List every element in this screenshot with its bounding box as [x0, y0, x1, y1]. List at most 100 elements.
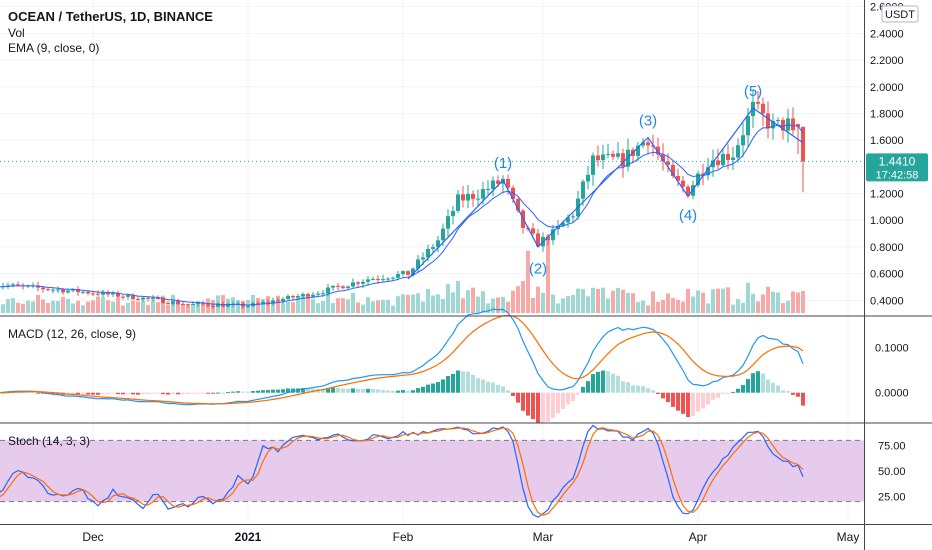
volume-bar	[71, 303, 75, 313]
candle-body	[591, 155, 595, 175]
candle-body	[246, 306, 250, 308]
macd-histogram-bar	[111, 392, 115, 394]
volume-bar	[646, 305, 650, 313]
candle-body	[111, 292, 115, 295]
volume-bar	[276, 295, 280, 313]
macd-histogram-bar	[606, 371, 610, 393]
candle-body	[796, 124, 800, 127]
volume-bar	[581, 288, 585, 313]
volume-bar	[461, 298, 465, 313]
chart-grid	[0, 0, 864, 524]
macd-histogram-bar	[301, 388, 305, 393]
macd-histogram-bar	[391, 390, 395, 393]
macd-legend[interactable]: MACD (12, 26, close, 9)	[8, 327, 136, 341]
macd-histogram-bar	[101, 392, 105, 395]
symbol-title[interactable]: OCEAN / TetherUS, 1D, BINANCE	[8, 9, 213, 24]
candle-body	[286, 296, 290, 299]
candle-body	[771, 121, 775, 129]
macd-histogram-bar	[266, 390, 270, 393]
candle-body	[636, 145, 640, 156]
volume-bar	[766, 286, 770, 313]
candle-body	[451, 210, 455, 217]
candle-body	[221, 304, 225, 307]
candle-body	[306, 293, 310, 297]
candle-body	[471, 193, 475, 199]
candle-body	[166, 303, 170, 305]
macd-histogram-bar	[141, 392, 145, 395]
candle-body	[196, 302, 200, 304]
candle-body	[601, 154, 605, 161]
volume-bar	[416, 293, 420, 313]
volume-bar	[391, 305, 395, 313]
volume-bar	[91, 300, 95, 313]
macd-histogram-bar	[556, 392, 560, 414]
macd-histogram-bar	[191, 392, 195, 394]
volume-bar	[676, 299, 680, 313]
currency-badge[interactable]: USDT	[885, 9, 915, 21]
candle-body	[311, 294, 315, 297]
candle-body	[731, 157, 735, 161]
volume-bar	[341, 298, 345, 313]
macd-histogram-bar	[31, 392, 35, 394]
volume-bar	[516, 286, 520, 313]
macd-histogram-bar	[671, 392, 675, 407]
volume-bar	[361, 304, 365, 313]
volume-bar	[426, 289, 430, 313]
candle-body	[46, 289, 50, 291]
volume-bar	[181, 303, 185, 313]
macd-histogram-bar	[251, 391, 255, 393]
volume-bar	[451, 292, 455, 313]
volume-bar	[136, 301, 140, 313]
candle-body	[661, 154, 665, 162]
vol-legend[interactable]: Vol	[8, 26, 25, 40]
volume-bar	[746, 282, 750, 313]
price-tick-label: 1.0000	[870, 215, 904, 227]
volume-bar	[606, 298, 610, 313]
candle-body	[301, 293, 305, 297]
macd-histogram-bar	[151, 392, 155, 394]
ema-line	[0, 124, 804, 306]
candle-body	[616, 153, 620, 157]
macd-histogram-bar	[226, 392, 230, 394]
macd-histogram-bar	[666, 392, 670, 403]
volume-bar	[741, 302, 745, 313]
volume-bar	[21, 303, 25, 313]
stoch-tick-label: 25.00	[878, 492, 906, 504]
volume-bar	[631, 293, 635, 313]
volume-bar	[306, 296, 310, 313]
price-tick-label: 0.4000	[870, 295, 904, 307]
wave-label-1: (1)	[494, 155, 512, 172]
volume-bar	[506, 301, 510, 313]
volume-bar	[781, 303, 785, 313]
macd-histogram-bar	[386, 390, 390, 393]
time-tick-label: Feb	[393, 530, 414, 544]
volume-bar	[76, 300, 80, 313]
candle-body	[666, 161, 670, 165]
volume-bar	[271, 300, 275, 313]
ema-legend[interactable]: EMA (9, close, 0)	[8, 41, 99, 55]
candle-body	[551, 229, 555, 241]
macd-histogram-bar	[701, 392, 705, 409]
candle-body	[571, 216, 575, 218]
candle-body	[566, 217, 570, 223]
volume-bar	[161, 295, 165, 313]
volume-bar	[446, 283, 450, 313]
volume-bar	[466, 290, 470, 313]
currency-badge-box[interactable]	[881, 5, 919, 23]
wave-label-4: (4)	[679, 207, 697, 224]
volume-bar	[201, 302, 205, 313]
stoch-k-line	[0, 424, 804, 518]
price-tick-label: 1.2000	[870, 189, 904, 201]
volume-bar	[726, 287, 730, 313]
macd-histogram-bar	[396, 390, 400, 393]
candle-body	[81, 291, 85, 293]
candle-body	[671, 164, 675, 176]
macd-histogram-bar	[716, 392, 720, 398]
candle-body	[466, 193, 470, 201]
macd-histogram-bar	[276, 389, 280, 393]
stoch-legend[interactable]: Stoch (14, 3, 3)	[8, 434, 90, 448]
volume-bar	[321, 301, 325, 313]
volume-bar	[371, 301, 375, 313]
price-tick-label: 0.6000	[870, 269, 904, 281]
